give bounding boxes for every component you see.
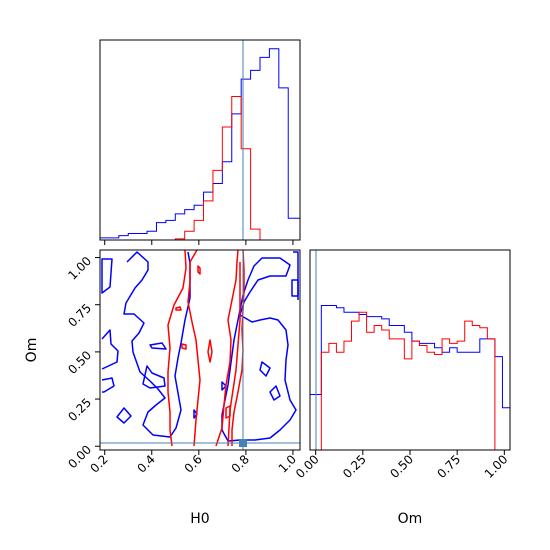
joint-y-ticks: 0.000.250.500.751.00	[65, 254, 100, 471]
blue-contour	[101, 329, 119, 370]
om-histograms	[309, 305, 511, 451]
om-x-tick-label: 0.75	[434, 452, 463, 481]
h0-hist-blue	[99, 48, 301, 240]
om-x-tick-label: 0.25	[340, 452, 369, 481]
red-contour	[187, 249, 201, 447]
y-axis-label-om: Om	[24, 338, 40, 363]
blue-contour	[116, 407, 132, 424]
h0-marginal-ticks	[104, 240, 294, 245]
h0-marginal-frame	[99, 39, 301, 241]
blue-contour	[123, 251, 191, 438]
om-x-tick-label: 0.00	[293, 452, 322, 481]
joint-frame	[99, 249, 301, 451]
blue-contour	[221, 257, 297, 442]
h0-histograms	[99, 48, 301, 241]
blue-contour	[101, 258, 113, 294]
blue-contour	[291, 279, 299, 297]
blue-contours	[101, 251, 299, 442]
blue-contour	[149, 342, 167, 350]
om-hist-red	[310, 311, 503, 451]
red-contour	[167, 249, 187, 447]
joint-x-tick-label: 0.8	[229, 452, 252, 475]
om-x-tick-label: 0.50	[387, 452, 416, 481]
om-hist-blue	[309, 305, 511, 450]
blue-contour	[259, 361, 271, 377]
h0-hist-red	[100, 96, 300, 241]
red-contour	[207, 339, 213, 363]
blue-contour	[142, 365, 166, 389]
blue-contour	[221, 381, 227, 391]
om-x-tick-label: 1.00	[482, 452, 511, 481]
red-contour	[227, 262, 241, 447]
blue-contour	[101, 377, 115, 393]
joint-x-tick-label: 0.6	[182, 452, 205, 475]
om-marginal-panel: 0.00 0.25 0.50 0.75 1.00 Om	[293, 249, 511, 527]
joint-x-tick-label: 0.2	[87, 452, 110, 475]
blue-contour	[269, 385, 281, 401]
red-contour	[225, 405, 231, 419]
red-contour	[215, 249, 239, 447]
x-axis-label-h0: H0	[190, 511, 209, 527]
x-axis-label-om: Om	[398, 511, 423, 527]
joint-x-tick-label: 0.4	[134, 452, 157, 475]
truth-lines	[100, 250, 300, 450]
red-contour	[175, 306, 182, 311]
h0-marginal-panel	[99, 39, 301, 245]
blue-contour	[193, 409, 198, 419]
red-contour	[181, 343, 187, 350]
joint-y-tick-label: 0.75	[65, 301, 94, 330]
joint-x-ticks: 0.2 0.4 0.6 0.8 1.0	[87, 450, 299, 476]
red-contours	[167, 249, 245, 447]
joint-y-tick-label: 0.50	[65, 348, 94, 377]
joint-panel: 0.2 0.4 0.6 0.8 1.0 0.000.250.500.751.00 H0 …	[24, 249, 301, 527]
om-x-ticks: 0.00 0.25 0.50 0.75 1.00	[293, 450, 510, 481]
truth-marker	[239, 439, 247, 447]
joint-y-tick-label: 1.00	[65, 254, 94, 283]
red-contour	[197, 265, 201, 275]
joint-y-tick-label: 0.25	[65, 395, 94, 424]
